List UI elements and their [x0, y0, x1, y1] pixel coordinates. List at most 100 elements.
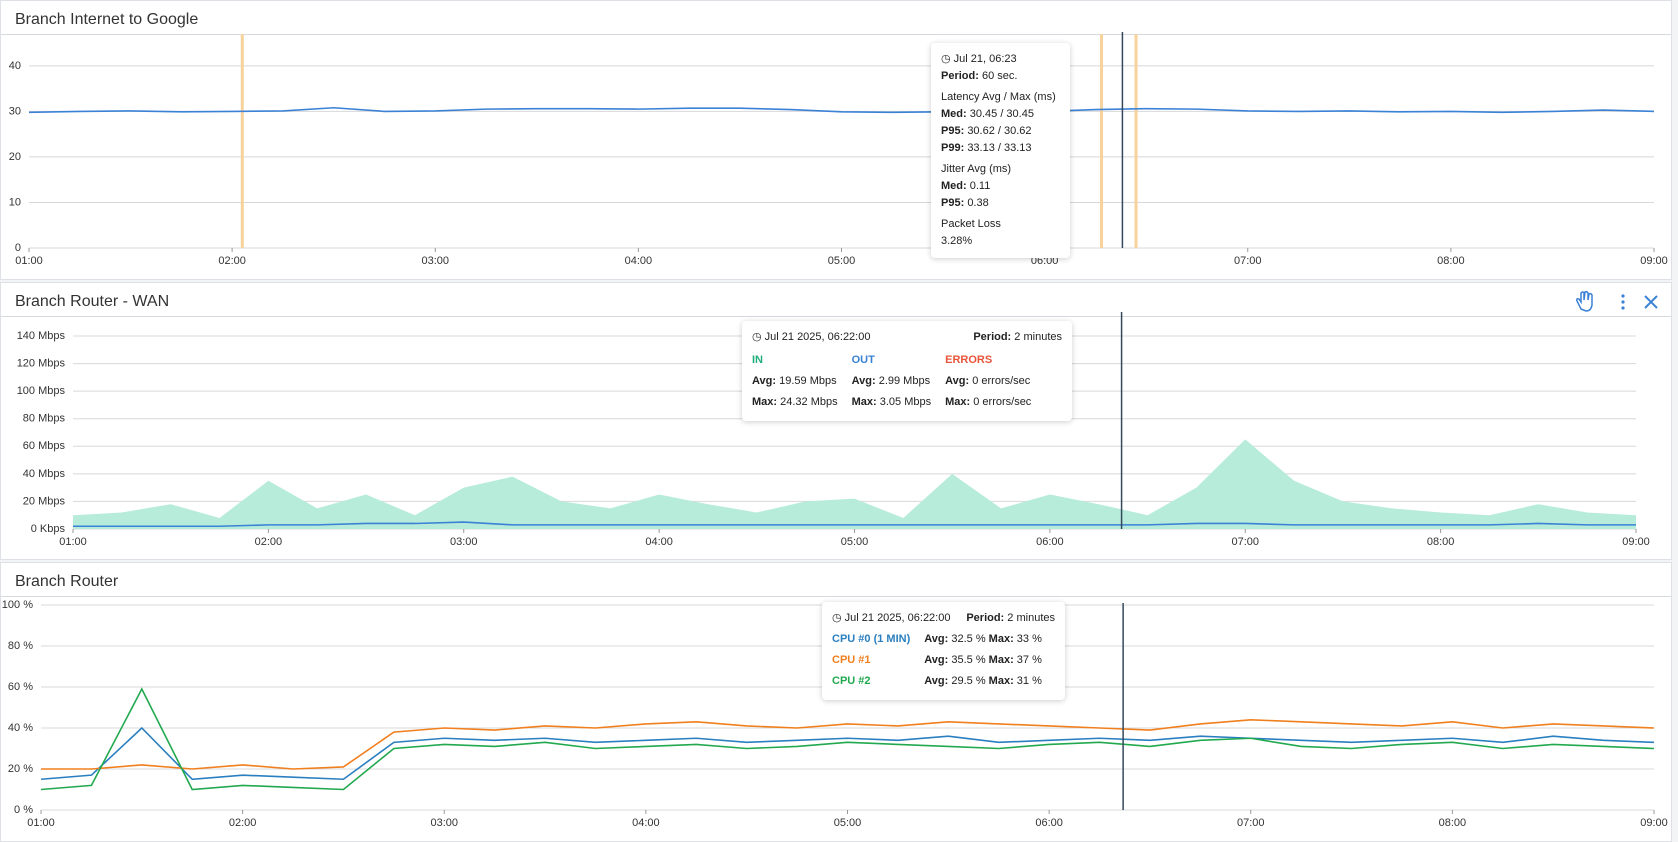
- y-tick-label: 40 Mbps: [23, 468, 66, 480]
- tooltip-row: P99: 33.13 / 33.13: [941, 140, 1060, 157]
- cell-label: Max:: [752, 396, 778, 408]
- tooltip-period: Period: 2 minutes: [973, 329, 1062, 346]
- x-tick-label: 08:00: [1427, 536, 1455, 548]
- y-tick-label: 20 Mbps: [23, 495, 66, 507]
- tooltip-text: Jitter Avg (ms): [941, 163, 1012, 175]
- menu-icon[interactable]: [1621, 294, 1625, 310]
- tooltip-cell: Max: 24.32 Mbps: [752, 392, 852, 413]
- tooltip-table: IN OUT ERRORS Avg: 19.59 Mbps Avg: 2.99 Mbps…: [752, 350, 1045, 413]
- tooltip-text: 37 %: [1016, 654, 1042, 666]
- tooltip-text: Latency Avg / Max (ms): [941, 91, 1056, 103]
- y-tick-label: 80 Mbps: [23, 413, 66, 425]
- cell-label: Avg:: [752, 375, 777, 387]
- x-tick-label: 07:00: [1231, 536, 1259, 548]
- tooltip-text: P95:: [941, 125, 965, 137]
- period-value: 2 minutes: [1014, 331, 1062, 343]
- y-tick-label: 100 Mbps: [17, 385, 66, 397]
- y-tick-label: 60 Mbps: [23, 440, 66, 452]
- tooltip-text: 33.13 / 33.13: [967, 142, 1032, 154]
- x-tick-label: 02:00: [218, 255, 246, 267]
- y-tick-label: 40: [9, 60, 21, 72]
- x-tick-label: 01:00: [59, 536, 87, 548]
- tooltip-text: Max:: [988, 654, 1014, 666]
- cell-value: 0 errors/sec: [973, 396, 1032, 408]
- y-tick-label: 30: [9, 105, 21, 117]
- tooltip-cell: Avg: 19.59 Mbps: [752, 371, 852, 392]
- tooltip-row: Med: 30.45 / 30.45: [941, 106, 1060, 123]
- tooltip-row: 3.28%: [941, 233, 1060, 250]
- x-tick-label: 05:00: [828, 255, 856, 267]
- y-tick-label: 120 Mbps: [17, 358, 66, 370]
- y-tick-label: 0 %: [14, 804, 33, 816]
- tooltip-header: ◷ Jul 21, 06:23: [941, 51, 1060, 68]
- tooltip-text: P95:: [941, 197, 965, 209]
- tooltip-text: Med:: [941, 108, 967, 120]
- tooltip-row: CPU #0 (1 MIN) Avg: 32.5 % Max: 33 %: [832, 629, 1056, 650]
- tooltip-row: Period: 60 sec.: [941, 68, 1060, 85]
- column-head: OUT: [851, 354, 875, 366]
- tooltip-text: 35.5 %: [951, 654, 986, 666]
- tooltip-cell: Avg: 29.5 % Max: 31 %: [924, 671, 1056, 692]
- series-name: CPU #0 (1 MIN): [832, 633, 911, 645]
- tooltip-row: P95: 0.38: [941, 195, 1060, 212]
- cell-label: Avg:: [851, 375, 876, 387]
- tooltip-text: 3.28%: [941, 235, 973, 247]
- tooltip-row: CPU #1 Avg: 35.5 % Max: 37 %: [832, 650, 1056, 671]
- x-tick-label: 06:00: [1036, 536, 1064, 548]
- period-label: Period:: [973, 331, 1012, 343]
- x-tick-label: 02:00: [229, 817, 257, 829]
- tooltip-row: Jitter Avg (ms): [941, 161, 1060, 178]
- y-tick-label: 20: [9, 151, 21, 163]
- tooltip-header: ◷ Jul 21 2025, 06:22:00 Period: 2 minutes: [752, 329, 1062, 346]
- tooltip-text: 32.5 %: [951, 633, 986, 645]
- tooltip-head-row: IN OUT ERRORS: [752, 350, 1045, 371]
- x-tick-label: 07:00: [1237, 817, 1265, 829]
- tooltip-text: 31 %: [1016, 675, 1042, 687]
- series-name: CPU #1: [832, 654, 871, 666]
- y-tick-label: 100 %: [2, 599, 33, 611]
- pan-icon[interactable]: [1576, 290, 1593, 312]
- x-tick-label: 05:00: [841, 536, 869, 548]
- series-area: [73, 439, 1636, 529]
- cell-value: 0 errors/sec: [972, 375, 1031, 387]
- y-tick-label: 60 %: [8, 681, 33, 693]
- series-line: [40, 687, 1655, 791]
- x-tick-label: 04:00: [632, 817, 660, 829]
- x-tick-label: 06:00: [1035, 817, 1063, 829]
- cell-label: Avg:: [945, 375, 970, 387]
- y-tick-label: 10: [9, 196, 21, 208]
- column-head: ERRORS: [945, 354, 993, 366]
- tooltip-text: P99:: [941, 142, 965, 154]
- panel-title: Branch Internet to Google: [15, 11, 199, 28]
- series-line: [41, 718, 1655, 770]
- tooltip-text: Packet Loss: [941, 218, 1001, 230]
- x-tick-label: 08:00: [1437, 255, 1465, 267]
- x-tick-label: 03:00: [421, 255, 449, 267]
- tooltip-row: Max: 24.32 Mbps Max: 3.05 Mbps Max: 0 erro…: [752, 392, 1045, 413]
- tooltip-table: CPU #0 (1 MIN) Avg: 32.5 % Max: 33 % CPU #…: [832, 629, 1056, 692]
- cell-value: 3.05 Mbps: [879, 396, 932, 408]
- x-tick-label: 01:00: [27, 817, 55, 829]
- tooltip-text: Period:: [941, 70, 979, 82]
- y-tick-label: 20 %: [8, 763, 33, 775]
- period-label: Period:: [966, 612, 1005, 624]
- x-tick-label: 05:00: [834, 817, 862, 829]
- period-value: 2 minutes: [1007, 612, 1055, 624]
- series-line: [73, 521, 1636, 528]
- x-tick-label: 09:00: [1622, 536, 1650, 548]
- tooltip-period: Period: 2 minutes: [966, 610, 1055, 627]
- tooltip-text: Max:: [988, 675, 1014, 687]
- tooltip-text: Med:: [941, 180, 967, 192]
- close-icon[interactable]: [1644, 295, 1658, 309]
- series-name: CPU #2: [832, 675, 871, 687]
- tooltip-row: Med: 0.11: [941, 178, 1060, 195]
- x-tick-label: 09:00: [1640, 255, 1668, 267]
- tooltip-cell: Avg: 0 errors/sec: [945, 371, 1045, 392]
- tooltip-time: ◷ Jul 21, 06:23: [941, 53, 1017, 65]
- tooltip-text: Avg:: [924, 654, 949, 666]
- tooltip-text: 60 sec.: [981, 70, 1018, 82]
- y-tick-label: 40 %: [8, 722, 33, 734]
- tooltip-cell: Max: 0 errors/sec: [945, 392, 1045, 413]
